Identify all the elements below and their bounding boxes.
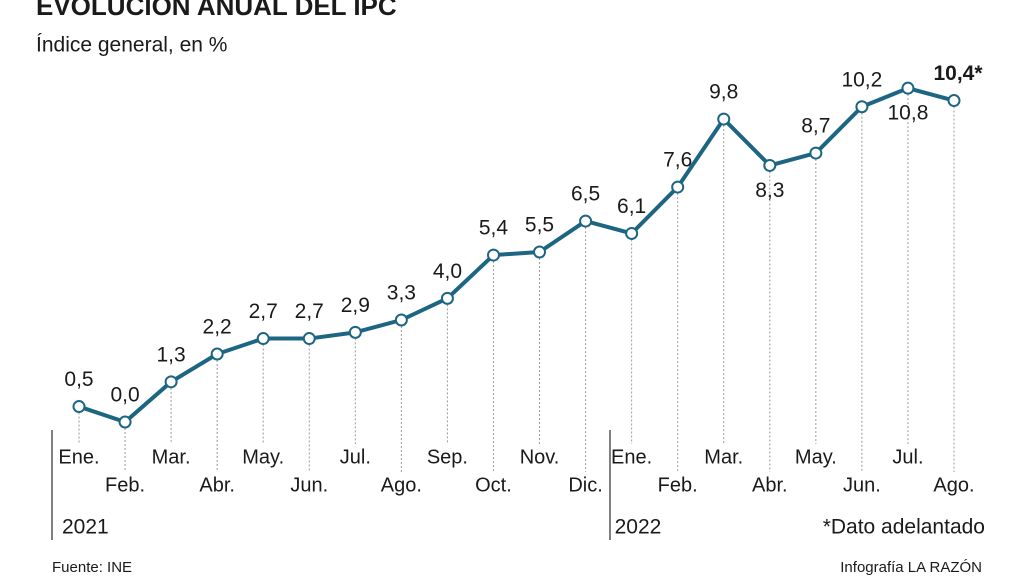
value-label: 8,3: [755, 179, 784, 202]
x-tick-label: May.: [795, 446, 837, 468]
value-label: 2,7: [249, 300, 278, 323]
value-label: 1,3: [157, 343, 186, 366]
x-tick-label: Jul.: [892, 446, 923, 468]
value-label: 5,4: [479, 217, 509, 240]
value-label: 8,7: [801, 115, 830, 138]
data-point: [210, 347, 224, 361]
x-tick-label: Abr.: [199, 474, 235, 496]
x-tick-label: Oct.: [475, 474, 512, 496]
x-tick-label: Abr.: [752, 474, 788, 496]
credit: Infografía LA RAZÓN: [840, 559, 982, 576]
x-tick-label: Ago.: [381, 474, 422, 496]
value-label: 9,8: [709, 81, 738, 104]
data-point: [625, 226, 639, 240]
x-tick-label: Nov.: [520, 446, 560, 468]
x-tick-label: Mar.: [152, 446, 191, 468]
data-point: [671, 180, 685, 194]
data-point: [717, 112, 731, 126]
value-label: 2,7: [295, 300, 324, 323]
value-label: 2,2: [203, 316, 232, 339]
x-tick-label: Ene.: [611, 446, 652, 468]
value-label: 6,5: [571, 183, 600, 206]
data-point: [947, 94, 961, 108]
value-label: 5,5: [525, 214, 554, 237]
data-point: [855, 100, 869, 114]
value-label: 2,9: [341, 294, 370, 317]
data-point: [763, 158, 777, 172]
data-point: [302, 332, 316, 346]
x-tick-label: Mar.: [704, 446, 743, 468]
data-point: [809, 146, 823, 160]
value-label: 3,3: [387, 282, 416, 305]
x-tick-label: Dic.: [568, 474, 602, 496]
series-line: [78, 86, 955, 424]
value-label: 4,0: [433, 260, 462, 283]
x-tick-label: May.: [242, 446, 284, 468]
footnote: *Dato adelantado: [823, 516, 985, 539]
x-tick-label: Jul.: [340, 446, 371, 468]
chart-title: EVOLUCIÓN ANUAL DEL IPC: [36, 0, 397, 21]
data-point: [533, 245, 547, 259]
data-point: [118, 415, 132, 429]
x-tick-label: Feb.: [105, 474, 145, 496]
year-label: 2022: [615, 516, 662, 539]
x-tick-label: Jun.: [290, 474, 328, 496]
value-label: 0,0: [110, 384, 139, 407]
value-label: 10,4*: [933, 62, 983, 85]
year-label: 2021: [62, 516, 109, 539]
value-label: 10,2: [841, 68, 882, 91]
data-point: [440, 291, 454, 305]
value-label: 0,5: [64, 368, 93, 391]
x-tick-label: Feb.: [658, 474, 698, 496]
x-tick-label: Ago.: [933, 474, 974, 496]
data-point: [579, 214, 593, 228]
x-tick-label: Sep.: [427, 446, 468, 468]
value-label: 6,1: [617, 195, 646, 218]
data-point: [901, 81, 915, 95]
data-point: [394, 313, 408, 327]
chart-subtitle: Índice general, en %: [36, 34, 227, 57]
x-tick-label: Ene.: [58, 446, 99, 468]
data-point: [486, 248, 500, 262]
data-point: [348, 325, 362, 339]
source: Fuente: INE: [52, 559, 132, 576]
data-point: [256, 332, 270, 346]
value-label: 7,6: [663, 149, 692, 172]
x-tick-label: Jun.: [843, 474, 881, 496]
data-point: [72, 400, 86, 414]
value-label: 10,8: [888, 102, 929, 125]
data-point: [164, 375, 178, 389]
